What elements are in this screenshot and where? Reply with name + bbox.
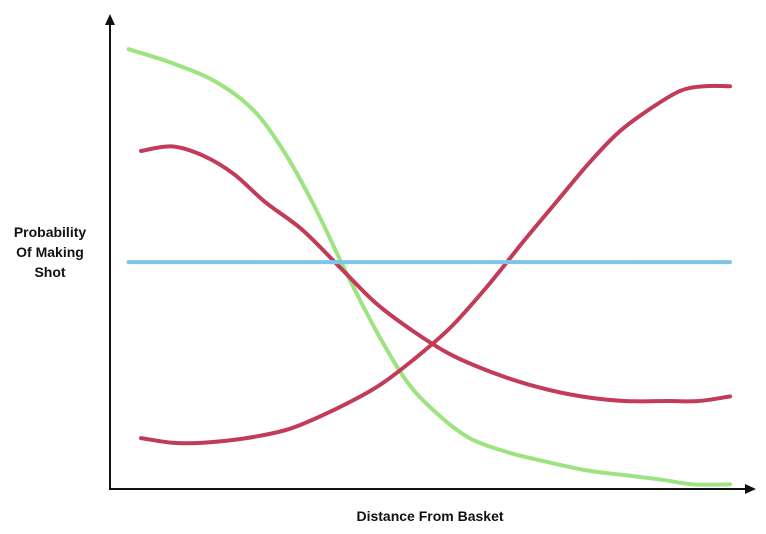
axes [105,14,756,494]
series-layer [129,49,730,485]
x-axis-label: Distance From Basket [110,508,750,524]
y-axis-label-line-3: Shot [2,262,98,282]
y-axis-label: Probability Of Making Shot [2,222,98,282]
y-axis-arrowhead [105,14,115,25]
series-line-3 [141,86,730,443]
series-line-2 [141,146,730,401]
y-axis-label-line-2: Of Making [2,242,98,262]
x-axis-arrowhead [745,484,756,494]
y-axis-label-line-1: Probability [2,222,98,242]
